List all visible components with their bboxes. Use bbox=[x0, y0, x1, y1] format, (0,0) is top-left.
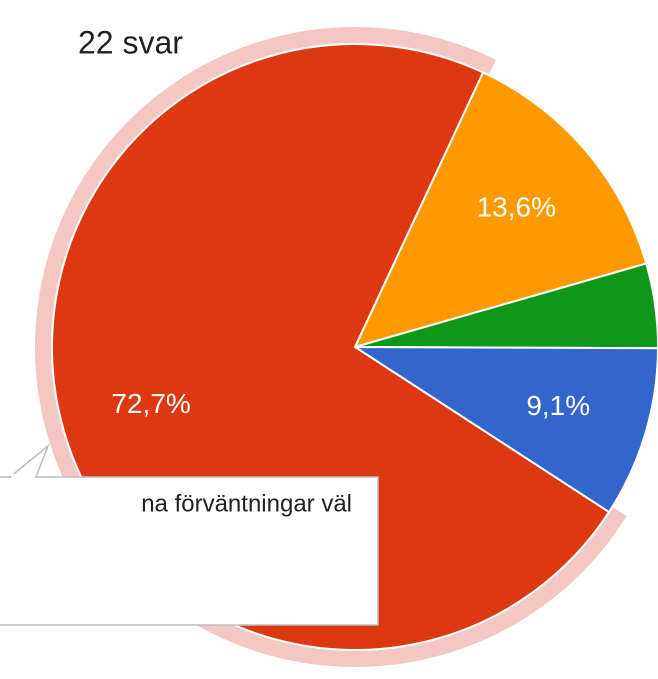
slice-label: 9,1% bbox=[526, 390, 590, 421]
pie-slice bbox=[353, 71, 648, 349]
tooltip-box bbox=[0, 476, 379, 626]
slice-labels: 13,6% 9,1% 72,7% bbox=[111, 192, 590, 421]
tooltip-pointer-join bbox=[11, 474, 35, 479]
slice-label: 72,7% bbox=[111, 388, 190, 419]
tooltip: na förväntningar väl bbox=[0, 443, 379, 626]
slice-label: 13,6% bbox=[477, 192, 556, 223]
highlight-layer bbox=[35, 27, 627, 667]
tooltip-text: na förväntningar väl bbox=[141, 490, 352, 517]
response-count: 22 svar bbox=[78, 24, 183, 60]
highlight-ring bbox=[35, 27, 627, 667]
tooltip-pointer bbox=[7, 443, 50, 478]
